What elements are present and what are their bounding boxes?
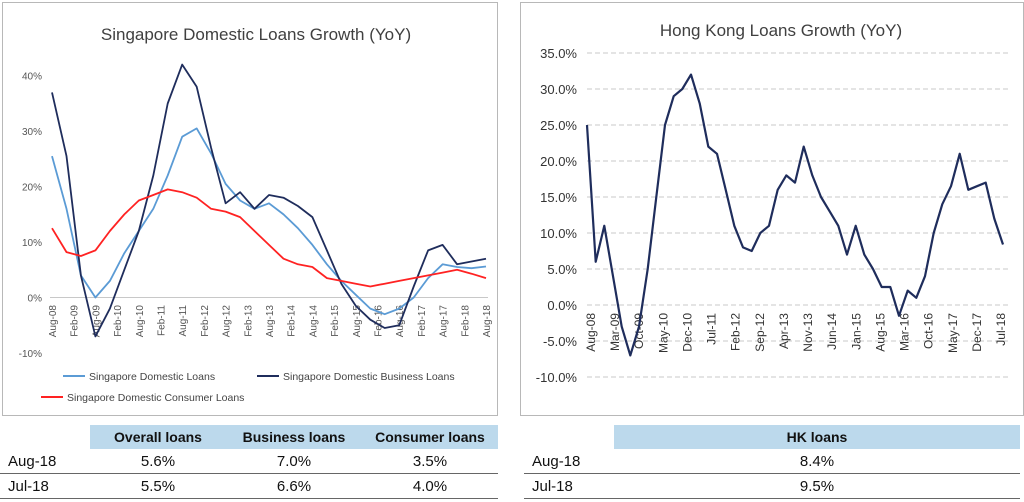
- y-tick-label: 40%: [22, 72, 42, 83]
- table-row: Aug-18 5.6% 7.0% 3.5%: [0, 449, 498, 474]
- x-tick-label: Jul-11: [705, 313, 719, 345]
- legend-label: Singapore Domestic Loans: [89, 371, 215, 383]
- x-tick-label: Feb-11: [157, 305, 168, 336]
- row-label: Aug-18: [524, 449, 614, 474]
- series-line-1: [585, 73, 1005, 357]
- sg-table-header-row: Overall loans Business loans Consumer lo…: [0, 425, 498, 449]
- legend-label: Singapore Domestic Business Loans: [283, 371, 455, 383]
- hk-header-loans: HK loans: [614, 425, 1020, 449]
- x-tick-label: Aug-10: [135, 305, 146, 338]
- sg-summary-table: Overall loans Business loans Consumer lo…: [0, 425, 498, 499]
- x-tick-label: Mar-09: [608, 313, 622, 351]
- sg-header-overall: Overall loans: [90, 425, 226, 449]
- x-tick-label: Oct-16: [922, 313, 936, 349]
- row-label: Aug-18: [0, 449, 90, 474]
- x-tick-label: Feb-14: [287, 305, 298, 337]
- y-tick-label: -10.0%: [536, 370, 578, 385]
- table-cell: 5.5%: [90, 473, 226, 499]
- table-cell: 8.4%: [614, 449, 1020, 474]
- x-tick-label: May-17: [946, 313, 960, 353]
- sg-header-blank: [0, 425, 90, 449]
- sg-header-consumer: Consumer loans: [362, 425, 498, 449]
- x-tick-label: Feb-13: [243, 305, 254, 337]
- x-tick-label: Aug-08: [584, 313, 598, 352]
- y-tick-label: 0%: [28, 294, 43, 305]
- y-tick-label: 0.0%: [547, 298, 577, 313]
- y-tick-label: 35.0%: [540, 46, 577, 61]
- x-tick-label: Nov-13: [801, 313, 815, 352]
- x-tick-label: Aug-13: [265, 305, 276, 338]
- hk-table-header-row: HK loans: [524, 425, 1020, 449]
- x-tick-label: Aug-09: [91, 305, 102, 338]
- x-tick-label: May-10: [656, 313, 670, 353]
- x-tick-label: Feb-10: [113, 305, 124, 337]
- y-tick-label: 5.0%: [547, 262, 577, 277]
- y-tick-label: 20.0%: [540, 154, 577, 169]
- y-tick-label: 30%: [22, 127, 42, 138]
- hk-header-blank: [524, 425, 614, 449]
- x-tick-label: Feb-15: [330, 305, 341, 337]
- x-tick-label: Feb-09: [70, 305, 81, 337]
- x-tick-label: Feb-12: [200, 305, 211, 337]
- x-tick-label: Aug-14: [308, 305, 319, 338]
- y-tick-label: 25.0%: [540, 118, 577, 133]
- legend-label: Singapore Domestic Consumer Loans: [67, 392, 244, 404]
- x-tick-label: Feb-12: [729, 313, 743, 351]
- x-tick-label: Feb-16: [374, 305, 385, 337]
- x-tick-label: Aug-15: [873, 313, 887, 352]
- hk-chart-svg: Hong Kong Loans Growth (YoY) 35.0% 30.0% 25…: [536, 21, 1009, 385]
- hk-summary-table: HK loans Aug-18 8.4% Jul-18 9.5%: [524, 425, 1020, 499]
- chart-title: Singapore Domestic Loans Growth (YoY): [101, 25, 411, 44]
- table-cell: 6.6%: [226, 473, 362, 499]
- table-cell: 4.0%: [362, 473, 498, 499]
- y-tick-label: -5.0%: [543, 334, 577, 349]
- series-line-1: [51, 127, 487, 316]
- hk-chart-panel: Hong Kong Loans Growth (YoY) 35.0% 30.0% 25…: [520, 2, 1024, 416]
- sg-chart-panel: Singapore Domestic Loans Growth (YoY) 40%…: [2, 2, 498, 416]
- table-cell: 7.0%: [226, 449, 362, 474]
- y-tick-label: 15.0%: [540, 190, 577, 205]
- x-tick-label: Aug-17: [439, 305, 450, 338]
- series-line-3: [51, 188, 487, 288]
- table-row: Aug-18 8.4%: [524, 449, 1020, 474]
- x-tick-label: Aug-18: [482, 305, 493, 338]
- table-cell: 9.5%: [614, 473, 1020, 499]
- x-tick-label: Apr-13: [777, 313, 791, 349]
- y-tick-label: -10%: [19, 349, 42, 360]
- y-tick-label: 30.0%: [540, 82, 577, 97]
- x-tick-label: Sep-12: [753, 313, 767, 352]
- table-cell: 3.5%: [362, 449, 498, 474]
- table-cell: 5.6%: [90, 449, 226, 474]
- x-tick-label: Feb-17: [417, 305, 428, 337]
- x-tick-label: Jun-14: [825, 313, 839, 350]
- y-tick-label: 10%: [22, 238, 42, 249]
- x-tick-label: Aug-08: [48, 305, 59, 338]
- x-tick-label: Dec-10: [680, 313, 694, 352]
- series-line-2: [51, 63, 487, 338]
- row-label: Jul-18: [524, 473, 614, 499]
- y-tick-label: 10.0%: [540, 226, 577, 241]
- x-tick-label: Jul-18: [994, 313, 1008, 346]
- table-row: Jul-18 5.5% 6.6% 4.0%: [0, 473, 498, 499]
- x-tick-label: Dec-17: [970, 313, 984, 352]
- x-tick-label: Aug-12: [222, 305, 233, 338]
- x-tick-label: Aug-15: [352, 305, 363, 338]
- row-label: Jul-18: [0, 473, 90, 499]
- x-tick-label: Aug-11: [178, 305, 189, 337]
- x-tick-label: Jan-15: [849, 313, 863, 350]
- x-tick-label: Mar-16: [898, 313, 912, 351]
- x-tick-label: Feb-18: [460, 305, 471, 337]
- sg-chart-svg: Singapore Domestic Loans Growth (YoY) 40%…: [19, 25, 493, 404]
- table-row: Jul-18 9.5%: [524, 473, 1020, 499]
- y-tick-label: 20%: [22, 183, 42, 194]
- chart-title: Hong Kong Loans Growth (YoY): [660, 21, 902, 40]
- sg-header-business: Business loans: [226, 425, 362, 449]
